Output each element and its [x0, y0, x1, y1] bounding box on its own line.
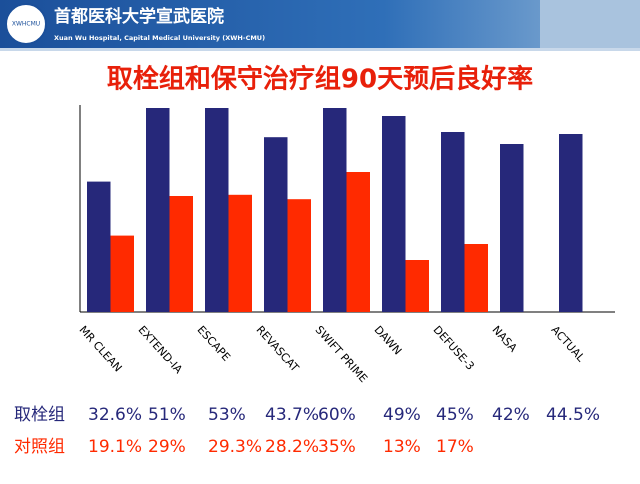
- value-label: 44.5%: [546, 405, 600, 425]
- x-tick-label: MR CLEAN: [77, 323, 125, 374]
- value-label: 13%: [383, 437, 421, 457]
- series-label: 取栓组: [14, 405, 65, 425]
- value-label: 19.1%: [88, 437, 142, 457]
- value-label: 17%: [436, 437, 474, 457]
- x-tick-label: ESCAPE: [195, 323, 233, 363]
- bar: [87, 181, 111, 312]
- bar: [500, 144, 524, 312]
- logo-text: XWHCMU: [12, 21, 40, 28]
- bar: [405, 260, 429, 312]
- bar: [264, 137, 288, 312]
- x-tick-label: ACTUAL: [549, 323, 588, 365]
- value-label: 35%: [318, 437, 356, 457]
- bar: [346, 172, 370, 312]
- bars: [87, 108, 583, 312]
- value-label: 29.3%: [208, 437, 262, 457]
- bar: [228, 194, 252, 312]
- x-tick-label: DAWN: [372, 323, 405, 357]
- bar: [110, 235, 134, 312]
- header-banner: [0, 0, 640, 48]
- value-label: 60%: [318, 405, 356, 425]
- header-subtitle: Xuan Wu Hospital, Capital Medical Univer…: [54, 34, 265, 42]
- x-tick-label: SWIFT PRIME: [313, 323, 370, 385]
- logo: [5, 3, 47, 45]
- building-photo: [540, 0, 640, 48]
- chart-title: 取栓组和保守治疗组90天预后良好率: [107, 64, 533, 95]
- value-label: 28.2%: [265, 437, 319, 457]
- value-label: 53%: [208, 405, 246, 425]
- value-label: 42%: [492, 405, 530, 425]
- bar: [287, 199, 311, 312]
- bar: [146, 108, 170, 312]
- bar: [441, 132, 465, 312]
- value-label: 51%: [148, 405, 186, 425]
- value-label: 32.6%: [88, 405, 142, 425]
- bar: [169, 196, 193, 312]
- bar: [205, 108, 229, 312]
- series-label: 对照组: [14, 437, 65, 457]
- x-tick-label: DEFUSE-3: [431, 323, 477, 372]
- x-tick-label: EXTEND-IA: [136, 323, 186, 376]
- header-rule: [0, 48, 640, 51]
- value-label: 43.7%: [265, 405, 319, 425]
- bar: [464, 244, 488, 312]
- bar: [323, 108, 347, 312]
- bar: [559, 134, 583, 312]
- value-label: 45%: [436, 405, 474, 425]
- x-tick-label: NASA: [490, 323, 520, 355]
- header-title: 首都医科大学宣武医院: [54, 6, 224, 27]
- value-label: 29%: [148, 437, 186, 457]
- value-label: 49%: [383, 405, 421, 425]
- x-tick-label: REVASCAT: [254, 323, 302, 374]
- bar: [382, 116, 406, 312]
